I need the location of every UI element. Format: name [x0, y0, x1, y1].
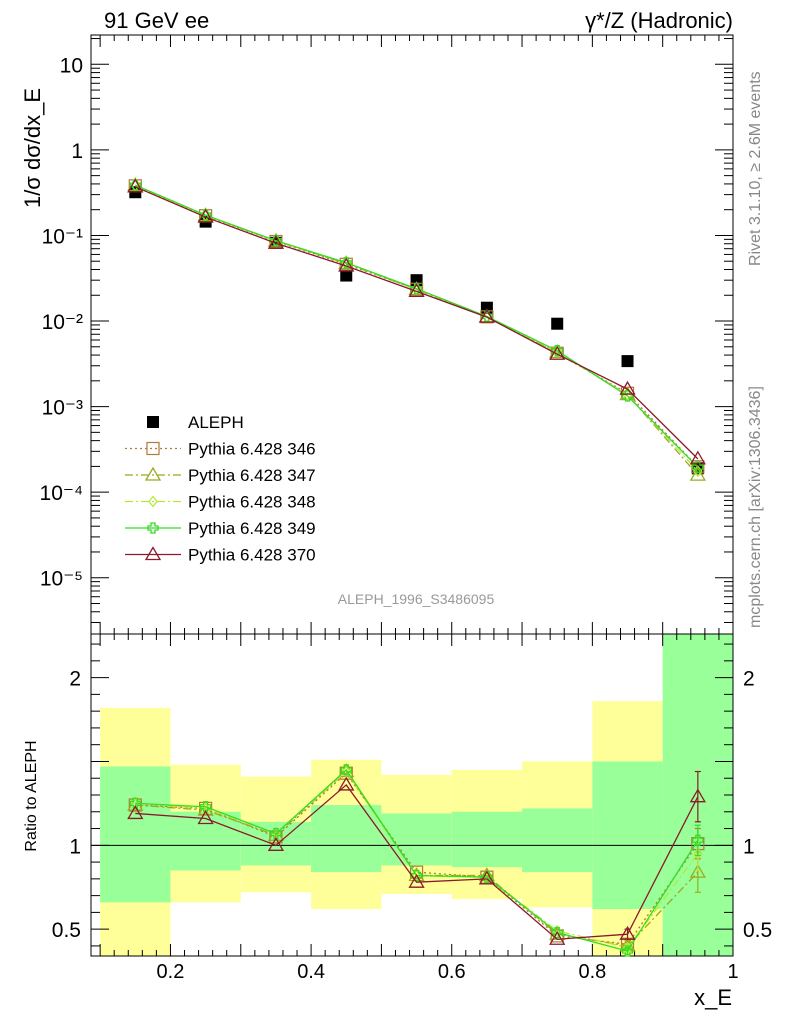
legend-marker-pythia-6-428-349: [147, 522, 159, 534]
ratio-ytick-label-right: 0.5: [743, 919, 772, 942]
ratio-point-pythia-6-428-348: [693, 847, 703, 860]
ratio-point-pythia-6-428-349: [410, 869, 423, 882]
main-series-line-pythia-6-428-349: [135, 184, 699, 468]
main-point-pythia-6-428-349: [340, 257, 352, 269]
ratio-point-pythia-6-428-347: [689, 863, 706, 878]
header-left: 91 GeV ee: [104, 8, 209, 33]
ratio-point-pythia-6-428-370: [267, 837, 285, 851]
legend-label-pythia-6-428-346: Pythia 6.428 346: [188, 440, 316, 459]
main-ytick-label: 10⁻¹: [42, 225, 83, 248]
legend-label-pythia-6-428-347: Pythia 6.428 347: [188, 466, 316, 485]
xtick-label: 0.4: [297, 961, 325, 983]
xtick-label: 0.6: [438, 961, 466, 983]
ratio-point-pythia-6-428-346: [269, 830, 283, 844]
rivet-version-label: Rivet 3.1.10, ≥ 2.6M events: [747, 71, 764, 266]
ratio-point-pythia-6-428-349: [551, 926, 563, 939]
ratio-point-pythia-6-428-370: [689, 788, 706, 803]
ratio-point-pythia-6-428-346: [550, 929, 564, 943]
ratio-xlabel: x_E: [694, 985, 732, 1010]
band-inner-6: [522, 808, 593, 873]
main-series-group: [127, 177, 706, 481]
main-ytick-label: 10⁻²: [42, 311, 83, 334]
legend-label-pythia-6-428-348: Pythia 6.428 348: [188, 493, 316, 512]
main-point-pythia-6-428-370: [549, 345, 566, 360]
main-point-pythia-6-428-370: [408, 283, 425, 298]
xtick-label: 1: [727, 961, 738, 983]
main-point-aleph: [551, 317, 564, 330]
ratio-point-pythia-6-428-370: [619, 925, 636, 940]
analysis-label: ALEPH_1996_S3486095: [338, 591, 495, 607]
main-point-pythia-6-428-370: [338, 257, 355, 272]
legend-label-pythia-6-428-349: Pythia 6.428 349: [188, 519, 316, 538]
ratio-point-pythia-6-428-349: [692, 834, 704, 846]
ratio-point-pythia-6-428-349: [340, 764, 352, 776]
main-point-pythia-6-428-347: [689, 466, 706, 481]
ratio-series-group: [127, 763, 706, 957]
main-point-pythia-6-428-370: [619, 380, 636, 395]
band-inner-5: [451, 811, 523, 868]
ratio-point-pythia-6-428-370: [478, 870, 496, 885]
main-point-pythia-6-428-370: [127, 178, 144, 193]
ratio-point-pythia-6-428-349: [621, 945, 634, 957]
ratio-point-pythia-6-428-349: [199, 801, 212, 813]
ratio-point-pythia-6-428-370: [408, 873, 425, 888]
main-point-pythia-6-428-370: [267, 234, 285, 249]
header-right: γ*/Z (Hadronic): [585, 8, 733, 33]
ratio-point-pythia-6-428-370: [197, 810, 214, 825]
legend-marker-pythia-6-428-370: [144, 546, 162, 561]
main-ylabel: 1/σ dσ/dx_E: [20, 88, 45, 208]
legend-marker-pythia-6-428-347: [144, 466, 162, 481]
main-ytick-label: 10: [60, 54, 83, 77]
band-inner-3: [311, 805, 382, 873]
main-point-aleph: [621, 355, 634, 368]
ratio-uncertainty-bands: [100, 634, 733, 956]
ratio-point-pythia-6-428-347: [478, 867, 496, 882]
ratio-point-pythia-6-428-349: [129, 797, 141, 810]
ratio-plot-frame: 0.2 0.4 0.6 0.8 10.5 0.51 12 2: [52, 633, 772, 983]
legend: ALEPH Pythia 6.428 346 Pythia 6.428 347 Pyt…: [125, 413, 316, 565]
ratio-point-pythia-6-428-346: [409, 865, 424, 879]
main-ytick-label: 10⁻⁵: [40, 568, 83, 591]
main-point-pythia-6-428-348: [622, 388, 633, 401]
legend-marker-pythia-6-428-346: [146, 441, 160, 456]
ratio-ytick-label-left: 0.5: [52, 919, 81, 942]
main-point-aleph: [340, 269, 353, 282]
ratio-series-line-pythia-6-428-370: [135, 783, 699, 940]
main-point-pythia-6-428-370: [689, 450, 706, 465]
ratio-point-pythia-6-428-348: [341, 765, 352, 778]
main-axes-box: [90, 34, 734, 635]
band-inner-1: [170, 811, 241, 871]
ratio-point-pythia-6-428-348: [552, 924, 563, 937]
main-ytick-label: 10⁻⁴: [40, 482, 83, 505]
main-point-pythia-6-428-370: [478, 308, 496, 323]
ratio-point-pythia-6-428-370: [127, 805, 144, 820]
ratio-ylabel: Ratio to ALEPH: [23, 740, 40, 851]
legend-label-aleph: ALEPH: [188, 413, 244, 432]
ratio-ytick-label-left: 2: [69, 668, 81, 691]
band-inner-7: [592, 761, 663, 910]
ratio-ytick-label-right: 2: [743, 668, 755, 691]
legend-marker-pythia-6-428-348: [148, 495, 158, 508]
ratio-point-pythia-6-428-370: [338, 776, 355, 791]
main-point-pythia-6-428-349: [692, 461, 704, 473]
xtick-label: 0.8: [578, 961, 606, 983]
main-ylabel-text: 1/σ dσ/dx_E: [20, 88, 45, 208]
legend-label-pythia-6-428-370: Pythia 6.428 370: [188, 546, 316, 565]
band-inner-0: [100, 766, 171, 903]
main-plot-frame: 10 1 10⁻¹ 10⁻² 10⁻³ 10⁻⁴ 10⁻⁵: [40, 34, 734, 635]
main-point-pythia-6-428-370: [197, 208, 214, 223]
ratio-ytick-label-right: 1: [743, 835, 755, 858]
source-label: mcplots.cern.ch [arXiv:1306.3436]: [747, 386, 764, 628]
xtick-label: 0.2: [157, 961, 185, 983]
main-ytick-label: 10⁻³: [42, 397, 83, 420]
main-series-line-pythia-6-428-370: [135, 186, 699, 460]
ratio-point-pythia-6-428-370: [549, 930, 566, 945]
ratio-point-pythia-6-428-349: [270, 827, 282, 840]
ratio-ytick-label-left: 1: [69, 835, 81, 858]
main-ytick-label: 1: [71, 140, 83, 163]
legend-marker-aleph: [147, 416, 159, 428]
